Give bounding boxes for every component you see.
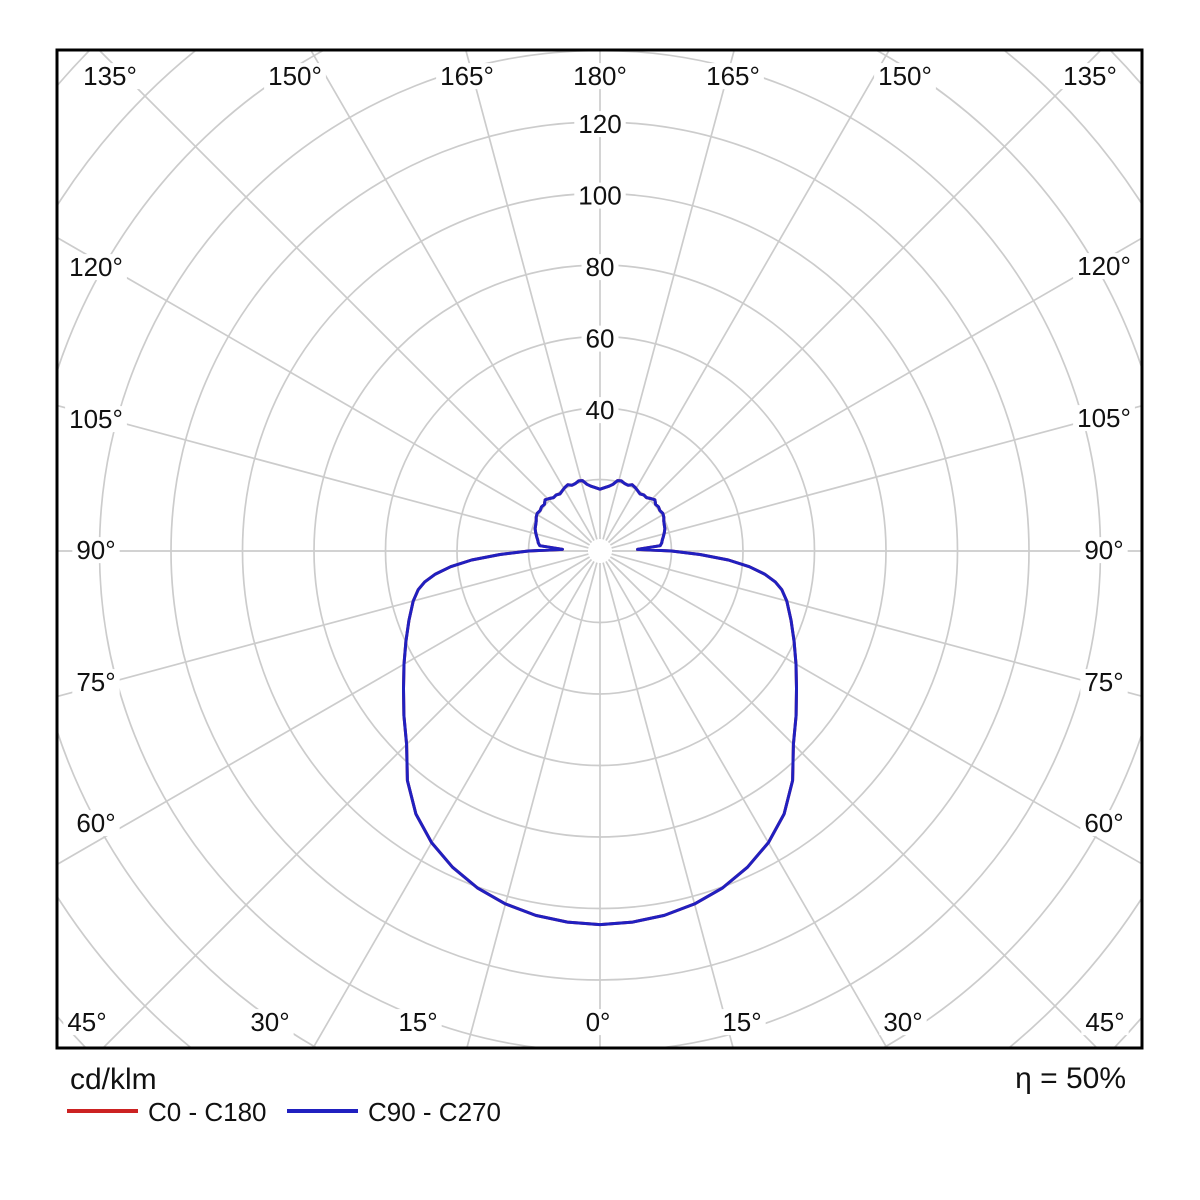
svg-text:165°: 165° xyxy=(706,61,760,91)
angle-label-top: 150° xyxy=(264,61,326,91)
svg-text:100: 100 xyxy=(578,181,621,211)
radial-tick-label-60: 60 xyxy=(581,324,619,354)
grid-ray-75 xyxy=(611,553,1142,698)
svg-text:165°: 165° xyxy=(440,61,494,91)
chart-frame xyxy=(55,48,1144,1050)
legend-swatch-c90-c270 xyxy=(287,1109,358,1113)
svg-text:90°: 90° xyxy=(76,535,115,565)
svg-text:105°: 105° xyxy=(1077,403,1131,433)
svg-text:150°: 150° xyxy=(268,61,322,91)
grid-ray-240 xyxy=(57,236,591,546)
efficiency-label: η = 50% xyxy=(1015,1062,1126,1095)
angle-label-bottom: 45° xyxy=(1081,1007,1129,1037)
angle-label-top: 165° xyxy=(702,61,764,91)
legend-label-c0-c180: C0 - C180 xyxy=(148,1097,267,1127)
grid-ray-195 xyxy=(464,50,598,540)
grid-ray-105 xyxy=(611,404,1142,549)
angle-label-top: 165° xyxy=(436,61,498,91)
grid-ray-345 xyxy=(465,562,598,1048)
svg-text:30°: 30° xyxy=(883,1007,922,1037)
curve-c90-c270 xyxy=(402,479,798,927)
angle-label-left: 60° xyxy=(72,808,120,838)
angle-label-right: 60° xyxy=(1080,808,1128,838)
angle-label-right: 75° xyxy=(1080,667,1128,697)
svg-text:150°: 150° xyxy=(878,61,932,91)
legend-label-c90-c270: C90 - C270 xyxy=(368,1097,501,1127)
svg-text:120: 120 xyxy=(578,109,621,139)
grid-ray-225 xyxy=(97,50,593,544)
grid-ray-255 xyxy=(57,404,589,549)
svg-text:135°: 135° xyxy=(1063,61,1117,91)
grid-ray-30 xyxy=(605,560,888,1048)
angle-label-top: 135° xyxy=(1059,61,1121,91)
svg-text:60°: 60° xyxy=(1084,808,1123,838)
svg-text:120°: 120° xyxy=(69,252,123,282)
radial-tick-label-120: 120 xyxy=(574,109,626,139)
svg-text:30°: 30° xyxy=(250,1007,289,1037)
grid-ray-315 xyxy=(101,558,593,1048)
svg-text:75°: 75° xyxy=(76,667,115,697)
grid-ray-15 xyxy=(602,562,735,1048)
angle-label-bottom: 0° xyxy=(581,1007,615,1037)
angle-label-top: 135° xyxy=(79,61,141,91)
angle-label-bottom: 15° xyxy=(718,1007,766,1037)
svg-text:0°: 0° xyxy=(586,1007,611,1037)
radial-tick-label-80: 80 xyxy=(581,252,619,282)
svg-text:60: 60 xyxy=(586,324,615,354)
svg-text:45°: 45° xyxy=(67,1007,106,1037)
angle-label-top: 150° xyxy=(874,61,936,91)
angle-label-right: 90° xyxy=(1080,535,1128,565)
grid-ray-150 xyxy=(605,50,891,542)
svg-text:120°: 120° xyxy=(1077,251,1131,281)
angle-label-top: 180° xyxy=(569,61,631,91)
grid-ray-210 xyxy=(309,50,595,542)
radial-tick-label-100: 100 xyxy=(574,181,626,211)
svg-text:90°: 90° xyxy=(1084,535,1123,565)
angle-label-bottom: 30° xyxy=(246,1007,294,1037)
svg-text:75°: 75° xyxy=(1084,667,1123,697)
angle-label-right: 120° xyxy=(1073,251,1135,281)
legend-swatch-c0-c180 xyxy=(67,1109,138,1113)
legend-title: cd/klm xyxy=(70,1063,157,1096)
radial-tick-label-40: 40 xyxy=(581,395,619,425)
grid-ray-120 xyxy=(609,237,1142,546)
svg-text:135°: 135° xyxy=(83,61,137,91)
svg-text:40: 40 xyxy=(586,395,615,425)
svg-text:45°: 45° xyxy=(1085,1007,1124,1037)
svg-text:105°: 105° xyxy=(69,404,123,434)
svg-text:15°: 15° xyxy=(722,1007,761,1037)
grid-ray-135 xyxy=(607,50,1103,544)
grid-ray-45 xyxy=(607,558,1099,1048)
svg-text:180°: 180° xyxy=(573,61,627,91)
grid-ray-300 xyxy=(57,556,591,866)
svg-text:15°: 15° xyxy=(398,1007,437,1037)
angle-label-left: 90° xyxy=(72,535,120,565)
angle-label-bottom: 30° xyxy=(879,1007,927,1037)
svg-text:60°: 60° xyxy=(76,808,115,838)
grid-ray-165 xyxy=(602,50,736,540)
angle-label-left: 120° xyxy=(65,252,127,282)
angle-label-left: 105° xyxy=(65,404,127,434)
grid-ray-330 xyxy=(312,560,595,1048)
angle-label-bottom: 15° xyxy=(394,1007,442,1037)
angle-label-right: 105° xyxy=(1073,403,1135,433)
angle-label-bottom: 45° xyxy=(63,1007,111,1037)
grid-ray-285 xyxy=(57,553,589,698)
svg-text:80: 80 xyxy=(586,252,615,282)
grid-ray-60 xyxy=(609,556,1142,865)
angle-label-left: 75° xyxy=(72,667,120,697)
